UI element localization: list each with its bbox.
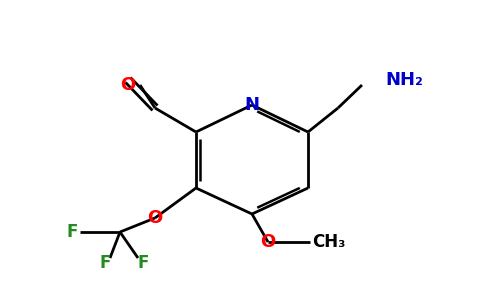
Text: N: N: [244, 96, 259, 114]
Text: F: F: [137, 254, 149, 272]
Text: CH₃: CH₃: [312, 233, 346, 251]
Text: F: F: [66, 223, 78, 241]
Text: O: O: [260, 233, 275, 251]
Text: F: F: [99, 254, 111, 272]
Text: O: O: [121, 76, 136, 94]
Text: NH₂: NH₂: [385, 71, 423, 89]
Text: O: O: [147, 209, 163, 227]
